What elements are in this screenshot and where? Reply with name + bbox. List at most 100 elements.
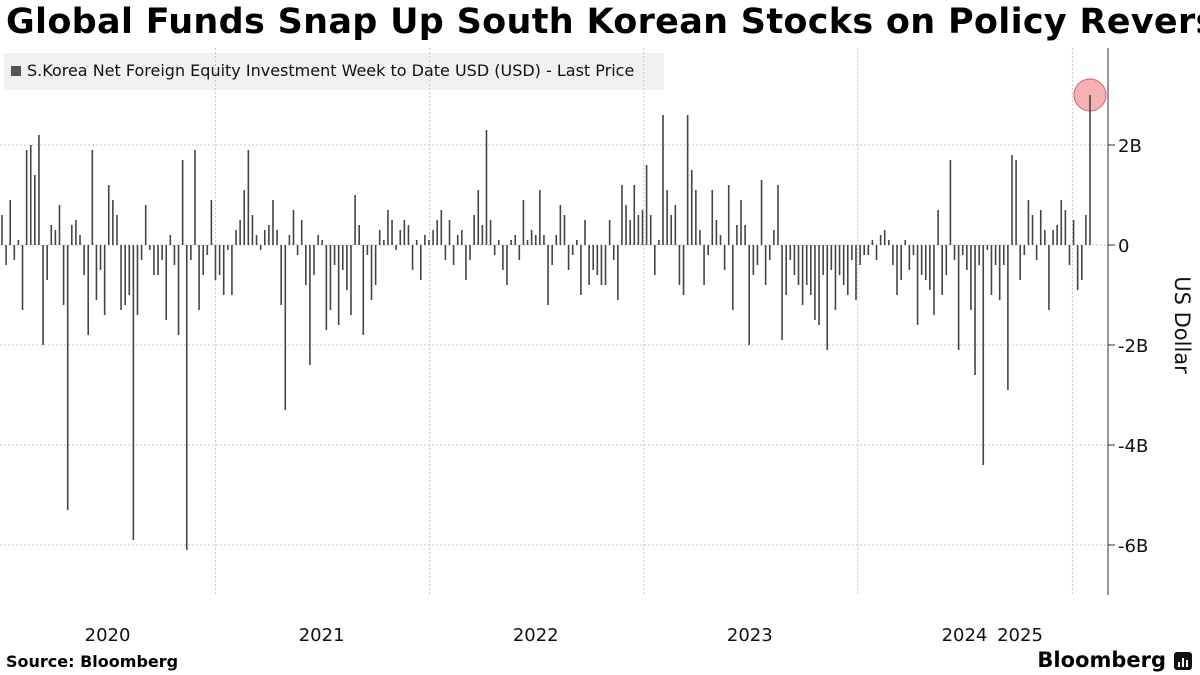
bar <box>732 245 734 310</box>
bar <box>452 245 455 265</box>
bar <box>440 210 443 245</box>
bar <box>797 245 800 285</box>
bar <box>1064 210 1067 245</box>
bar <box>1023 245 1026 255</box>
bar <box>949 160 952 245</box>
bar <box>411 245 414 270</box>
bar <box>1007 245 1009 390</box>
bar <box>563 215 566 245</box>
y-tick-label: 0 <box>1118 236 1129 257</box>
bar <box>916 245 919 325</box>
bar <box>436 220 438 245</box>
bar <box>978 245 980 265</box>
bar <box>305 245 307 285</box>
bar <box>321 240 324 245</box>
bar <box>461 230 463 245</box>
bar <box>883 230 886 245</box>
bar <box>785 245 787 295</box>
bar <box>920 245 923 275</box>
bar <box>1027 200 1030 245</box>
bar <box>469 245 471 260</box>
bar <box>974 245 976 375</box>
bar <box>255 235 258 245</box>
bar <box>612 245 615 260</box>
y-tick-label: -2B <box>1118 336 1148 357</box>
bar <box>719 235 722 245</box>
bar <box>251 215 254 245</box>
bar <box>309 245 311 365</box>
bar <box>892 245 894 265</box>
bar <box>789 245 792 260</box>
bar <box>658 240 660 245</box>
bar <box>760 180 763 245</box>
bar <box>62 245 65 305</box>
bar <box>744 225 746 245</box>
bar <box>444 245 447 260</box>
bar <box>210 200 213 245</box>
bar <box>822 245 824 275</box>
bloomberg-chart-icon <box>1174 652 1192 670</box>
bar <box>272 200 274 245</box>
bar <box>551 245 553 265</box>
bar <box>284 245 287 410</box>
y-axis-ticks: 2B 0 -2B -4B -6B <box>1108 136 1148 557</box>
bar <box>66 245 69 510</box>
bar <box>768 245 771 260</box>
bar <box>395 245 397 250</box>
bar <box>50 225 53 245</box>
bar <box>181 160 184 245</box>
bar <box>994 245 997 265</box>
bar <box>990 245 993 295</box>
bar <box>124 245 126 305</box>
bar <box>625 205 627 245</box>
bar <box>144 205 147 245</box>
bar <box>218 245 221 275</box>
x-tick-label: 2025 <box>997 625 1043 646</box>
bar <box>514 235 517 245</box>
x-tick-label: 2024 <box>942 625 988 646</box>
bar <box>387 210 389 245</box>
bar <box>1011 155 1013 245</box>
y-axis-label: US Dollar <box>1170 276 1194 374</box>
bar <box>649 215 652 245</box>
bar <box>502 245 504 270</box>
bar <box>986 245 989 250</box>
bar <box>313 245 315 275</box>
bar <box>588 245 590 285</box>
bar <box>793 245 796 275</box>
bar <box>526 240 529 245</box>
bar <box>686 115 689 245</box>
bar <box>539 190 541 245</box>
bar <box>288 235 291 245</box>
bar <box>937 210 939 245</box>
bar <box>341 245 344 270</box>
bar <box>1056 225 1058 245</box>
bar <box>752 245 755 275</box>
bar <box>202 245 204 275</box>
bar <box>456 235 459 245</box>
bar <box>1002 245 1005 265</box>
bar <box>654 245 656 275</box>
bar <box>690 170 693 245</box>
bar <box>756 245 759 265</box>
bar <box>428 240 430 245</box>
bar <box>703 245 705 285</box>
brand-logo: Bloomberg <box>1037 648 1166 672</box>
bar <box>366 245 369 255</box>
bar <box>830 245 833 270</box>
bar <box>924 245 927 280</box>
bar <box>432 230 434 245</box>
bar <box>194 150 196 245</box>
bar <box>42 245 44 345</box>
bar <box>674 205 677 245</box>
bar <box>818 245 820 325</box>
y-tick-label: 2B <box>1118 136 1142 157</box>
bar <box>38 135 40 245</box>
bar <box>662 115 664 245</box>
bar <box>120 245 122 310</box>
bar <box>506 245 508 285</box>
bar <box>419 245 422 280</box>
bar <box>83 245 85 275</box>
bar <box>403 220 406 245</box>
bar <box>317 235 319 245</box>
